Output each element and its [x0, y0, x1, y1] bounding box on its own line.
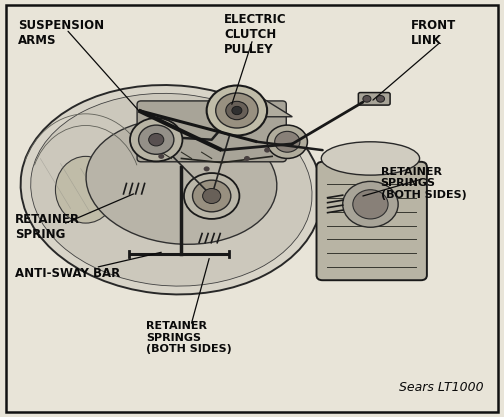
Circle shape [226, 101, 248, 120]
Circle shape [203, 188, 221, 203]
Circle shape [130, 118, 182, 161]
Circle shape [363, 95, 371, 102]
Circle shape [244, 156, 250, 161]
Text: SUSPENSION
ARMS: SUSPENSION ARMS [18, 19, 104, 47]
Circle shape [149, 133, 164, 146]
Ellipse shape [55, 156, 116, 223]
Ellipse shape [86, 118, 277, 244]
Circle shape [207, 85, 267, 136]
Text: RETAINER
SPRING: RETAINER SPRING [15, 213, 80, 241]
FancyBboxPatch shape [317, 162, 427, 280]
Circle shape [216, 93, 258, 128]
Circle shape [139, 125, 174, 154]
FancyBboxPatch shape [358, 93, 390, 105]
Ellipse shape [21, 85, 322, 294]
Circle shape [193, 180, 231, 212]
Circle shape [204, 166, 210, 171]
Circle shape [264, 148, 270, 153]
Ellipse shape [322, 142, 419, 175]
Circle shape [267, 125, 307, 158]
Circle shape [376, 95, 385, 102]
Polygon shape [212, 92, 292, 117]
Circle shape [232, 106, 242, 115]
FancyBboxPatch shape [137, 101, 286, 162]
Circle shape [184, 173, 239, 219]
Text: RETAINER
SPRINGS
(BOTH SIDES): RETAINER SPRINGS (BOTH SIDES) [381, 167, 466, 200]
Circle shape [343, 181, 398, 227]
Text: ELECTRIC
CLUTCH
PULLEY: ELECTRIC CLUTCH PULLEY [224, 13, 287, 56]
Text: Sears LT1000: Sears LT1000 [399, 381, 484, 394]
Circle shape [275, 131, 300, 152]
Circle shape [158, 154, 164, 159]
Ellipse shape [31, 93, 312, 286]
Text: FRONT
LINK: FRONT LINK [411, 19, 456, 47]
Circle shape [353, 190, 388, 219]
Text: ANTI-SWAY BAR: ANTI-SWAY BAR [15, 267, 120, 280]
Text: RETAINER
SPRINGS
(BOTH SIDES): RETAINER SPRINGS (BOTH SIDES) [146, 321, 232, 354]
